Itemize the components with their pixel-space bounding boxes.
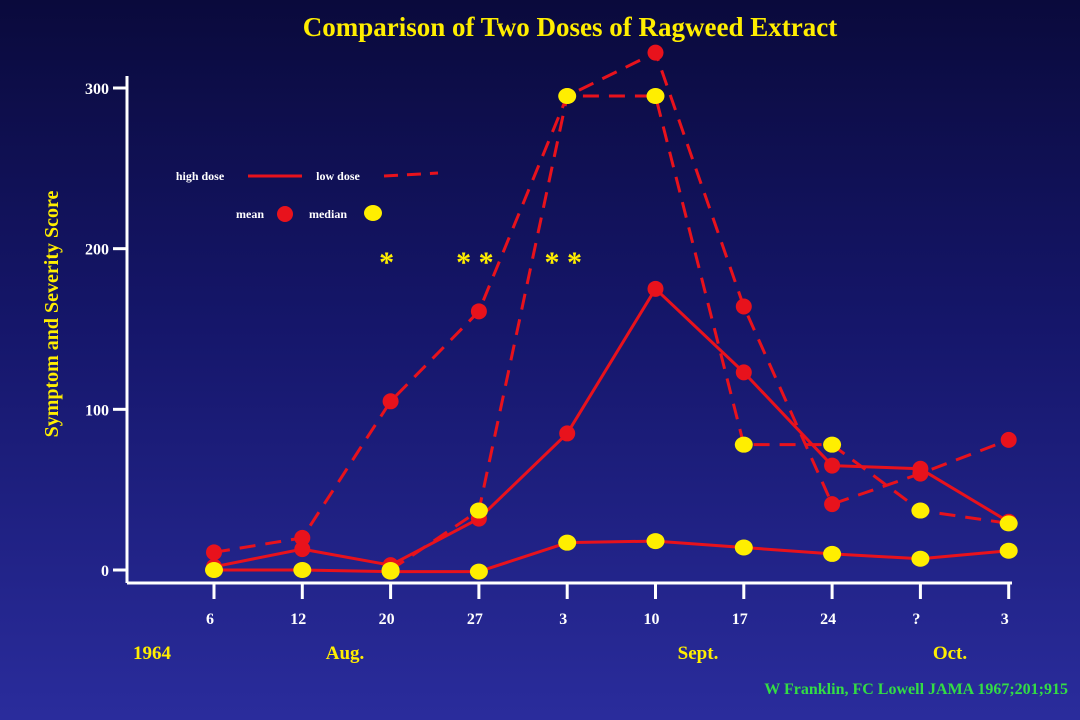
month-label-oct: Oct. bbox=[933, 643, 967, 664]
point-low-mean bbox=[647, 44, 664, 61]
point-high-mean bbox=[824, 457, 841, 474]
series-line-high-median bbox=[214, 539, 1009, 574]
citation: W Franklin, FC Lowell JAMA 1967;201;915 bbox=[764, 681, 1068, 698]
x-tick-label: 3 bbox=[1001, 611, 1009, 628]
point-low-mean bbox=[382, 393, 399, 410]
point-high-mean bbox=[735, 364, 752, 381]
point-low-mean bbox=[294, 529, 311, 546]
point-high-median bbox=[469, 563, 488, 580]
x-tick-label: 12 bbox=[290, 611, 306, 628]
point-high-median bbox=[558, 534, 577, 551]
point-high-median bbox=[823, 545, 842, 562]
y-tick-label: 300 bbox=[85, 81, 109, 98]
point-low-median bbox=[911, 502, 930, 519]
y-axis-label: Symptom and Severity Score bbox=[41, 190, 63, 437]
series-line-high-mean bbox=[213, 287, 1010, 569]
point-low-median bbox=[999, 515, 1018, 532]
month-label-aug: Aug. bbox=[326, 643, 365, 664]
series-markers bbox=[205, 44, 1018, 580]
x-tick-label: 10 bbox=[644, 611, 660, 628]
x-tick-label: 6 bbox=[206, 611, 214, 628]
series-line-low-median bbox=[389, 94, 1009, 572]
chart-title: Comparison of Two Doses of Ragweed Extra… bbox=[303, 12, 837, 42]
year-label: 1964 bbox=[133, 643, 172, 664]
x-tick-label: 3 bbox=[559, 611, 567, 628]
x-tick-label: 20 bbox=[379, 611, 395, 628]
point-low-mean bbox=[206, 544, 222, 561]
legend-low-dose-label: low dose bbox=[316, 169, 360, 183]
point-low-mean bbox=[824, 496, 841, 513]
x-tick-label: ? bbox=[912, 611, 920, 628]
point-high-mean bbox=[559, 425, 576, 442]
series-lines bbox=[213, 51, 1010, 574]
x-tick-label: 17 bbox=[732, 611, 748, 628]
legend-median-marker bbox=[364, 205, 382, 221]
point-low-median bbox=[734, 436, 753, 453]
y-tick-label: 0 bbox=[101, 563, 109, 580]
month-label-sept: Sept. bbox=[678, 643, 719, 664]
significance-annotation: * * bbox=[544, 246, 582, 279]
month-labels: 1964 Aug. Sept. Oct. bbox=[133, 643, 967, 664]
point-high-median bbox=[999, 542, 1018, 559]
legend-median-label: median bbox=[309, 207, 347, 221]
point-low-mean bbox=[912, 465, 929, 482]
point-low-mean bbox=[470, 303, 487, 320]
significance-annotation: * bbox=[379, 246, 394, 279]
point-low-median bbox=[381, 562, 400, 578]
point-low-mean bbox=[735, 298, 752, 315]
point-high-median bbox=[646, 533, 665, 550]
point-high-median bbox=[911, 550, 930, 567]
legend-high-dose-label: high dose bbox=[176, 169, 225, 183]
legend: high dose low dose mean median bbox=[176, 169, 439, 222]
significance-annotation: * * bbox=[456, 246, 494, 279]
series-line-low-mean bbox=[213, 51, 1010, 554]
point-high-mean bbox=[647, 280, 664, 297]
y-tick-label: 200 bbox=[85, 242, 109, 259]
legend-mean-label: mean bbox=[236, 207, 264, 221]
annotations: * * * * * bbox=[379, 246, 582, 279]
x-tick-label: 24 bbox=[820, 611, 836, 628]
point-low-mean bbox=[1000, 431, 1017, 448]
point-high-median bbox=[734, 539, 753, 556]
point-low-median bbox=[646, 88, 665, 105]
y-tick-label: 100 bbox=[85, 402, 109, 419]
point-high-median bbox=[205, 562, 223, 578]
legend-dashed-line bbox=[383, 171, 439, 178]
point-high-mean bbox=[294, 541, 311, 558]
legend-mean-marker bbox=[277, 206, 293, 222]
point-low-median bbox=[469, 502, 488, 519]
point-high-median bbox=[293, 562, 312, 578]
point-low-median bbox=[558, 88, 577, 105]
point-low-median bbox=[823, 436, 842, 453]
x-tick-label: 27 bbox=[467, 611, 483, 628]
axes: 0 100 200 300 6 12 20 27 3 10 17 24? 3 bbox=[85, 76, 1012, 628]
